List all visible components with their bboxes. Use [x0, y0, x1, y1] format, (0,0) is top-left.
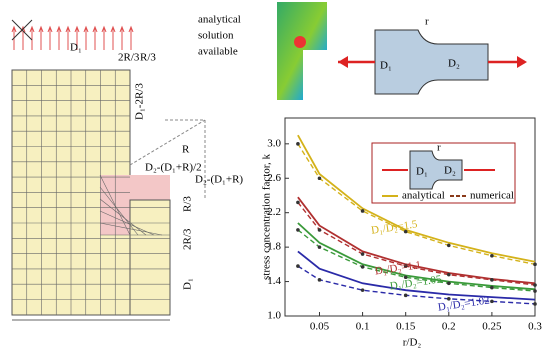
x-tick-label: 0.05 [310, 321, 330, 333]
shaft-label: D₂ [448, 58, 460, 70]
y-tick-label: 1.4 [267, 275, 281, 287]
mesh-panel: D₁ 2R/3 R/3 D₁-2R/3 R D₂-(D₁+R)/2 D₂-(D₁… [11, 19, 243, 321]
x-tick-label: 0.2 [442, 321, 456, 333]
y-tick-label: 1.8 [267, 241, 281, 253]
numerical-point [446, 281, 451, 286]
arrow-head [11, 25, 17, 33]
numerical-point [533, 283, 537, 287]
arrow-head [83, 25, 89, 33]
chart: stress concentration factor, k r/D₂ r D₁… [261, 117, 542, 349]
arrow-head [128, 25, 134, 33]
numerical-point [403, 275, 408, 280]
numerical-point [490, 299, 494, 304]
contour-cutout [303, 50, 327, 100]
mesh-lines [12, 70, 170, 315]
numerical-point [296, 142, 300, 146]
x-tick-label: 0.1 [356, 321, 370, 333]
arrow-head [517, 56, 527, 68]
numerical-point [317, 278, 322, 282]
arrow-head [119, 25, 125, 33]
contour-hotspot [294, 36, 306, 48]
numerical-point [490, 278, 494, 282]
numerical-point [360, 209, 365, 213]
note-line: available [198, 46, 238, 58]
mesh-label: R [182, 144, 190, 156]
mesh-label: R/3 [182, 196, 194, 212]
x-axis-label: r/D₂ [403, 337, 422, 349]
arrow-head [56, 25, 62, 33]
arrow-head [92, 25, 98, 33]
numerical-point [403, 293, 408, 298]
x-tick-label: 0.3 [528, 321, 542, 333]
inset: r D₁ D₂ [371, 142, 516, 204]
symmetry-mark [11, 19, 33, 41]
numerical-point [317, 228, 322, 232]
mesh-label: D₁ [70, 42, 82, 54]
y-tick-label: 3.0 [267, 137, 281, 149]
note-line: analytical [198, 14, 241, 26]
arrow-head [110, 25, 116, 33]
shaft-label: r [425, 16, 429, 28]
numerical-point [296, 228, 300, 232]
legend-label: analytical [402, 190, 445, 202]
x-tick-label: 0.25 [482, 321, 502, 333]
arrow-head [65, 25, 71, 33]
contour-image [277, 2, 327, 100]
numerical-point [403, 229, 408, 234]
inset-shaft [409, 150, 463, 190]
mesh-label: D₁-2R/3 [134, 83, 146, 120]
numerical-point [296, 264, 300, 268]
inset-label: r [437, 142, 441, 154]
mesh-line [99, 198, 147, 236]
legend-label: numerical [470, 190, 514, 202]
y-tick-label: 1.0 [267, 310, 281, 322]
inset-label: D₂ [444, 165, 456, 177]
x-tick-label: 0.15 [396, 321, 416, 333]
arrow-head [101, 25, 107, 33]
shaft-diagram: r D₁ D₂ [338, 16, 527, 95]
numerical-point [446, 272, 451, 277]
shaft-label: D₁ [380, 60, 392, 72]
numerical-point [317, 176, 322, 181]
numerical-point [533, 302, 537, 306]
y-axis-label: stress concentration factor, k [261, 153, 273, 280]
numerical-point [403, 264, 408, 268]
numerical-point [533, 289, 537, 293]
mesh-label: 2R/3 [118, 52, 140, 64]
mesh-line [99, 174, 131, 236]
arrow-head [74, 25, 80, 33]
mesh-label: D₂-(D₁+R)/2 [145, 162, 202, 174]
arrow-head [29, 25, 35, 33]
numerical-point [533, 262, 537, 267]
numerical-point [360, 252, 365, 256]
load-arrows [11, 25, 134, 50]
arrow-head [47, 25, 53, 33]
mesh-label: 2R/3 [182, 228, 194, 250]
mesh-line [99, 186, 139, 236]
mesh-label: D₂-(D₁+R) [195, 174, 243, 186]
numerical-point [317, 245, 322, 249]
mesh-line [99, 222, 163, 236]
y-tick-label: 2.2 [267, 206, 281, 218]
numerical-point [360, 265, 365, 269]
numerical-point [360, 288, 365, 292]
arrow-head [338, 56, 348, 68]
numerical-point [446, 243, 451, 248]
shaft [374, 29, 489, 95]
mesh-line [99, 210, 155, 236]
note-line: solution [198, 30, 234, 42]
arrow-head [38, 25, 44, 33]
numerical-point [490, 285, 494, 290]
numerical-point [490, 253, 494, 258]
mesh-label: D₁ [182, 278, 194, 290]
mesh-label: R/3 [140, 52, 156, 64]
inset-label: D₁ [416, 166, 428, 178]
mesh-neck [129, 199, 171, 316]
construction-lines [129, 119, 206, 200]
analytical-curve [297, 250, 536, 301]
numerical-point [446, 296, 451, 301]
numerical-point [296, 200, 300, 205]
y-tick-label: 2.6 [267, 172, 281, 184]
